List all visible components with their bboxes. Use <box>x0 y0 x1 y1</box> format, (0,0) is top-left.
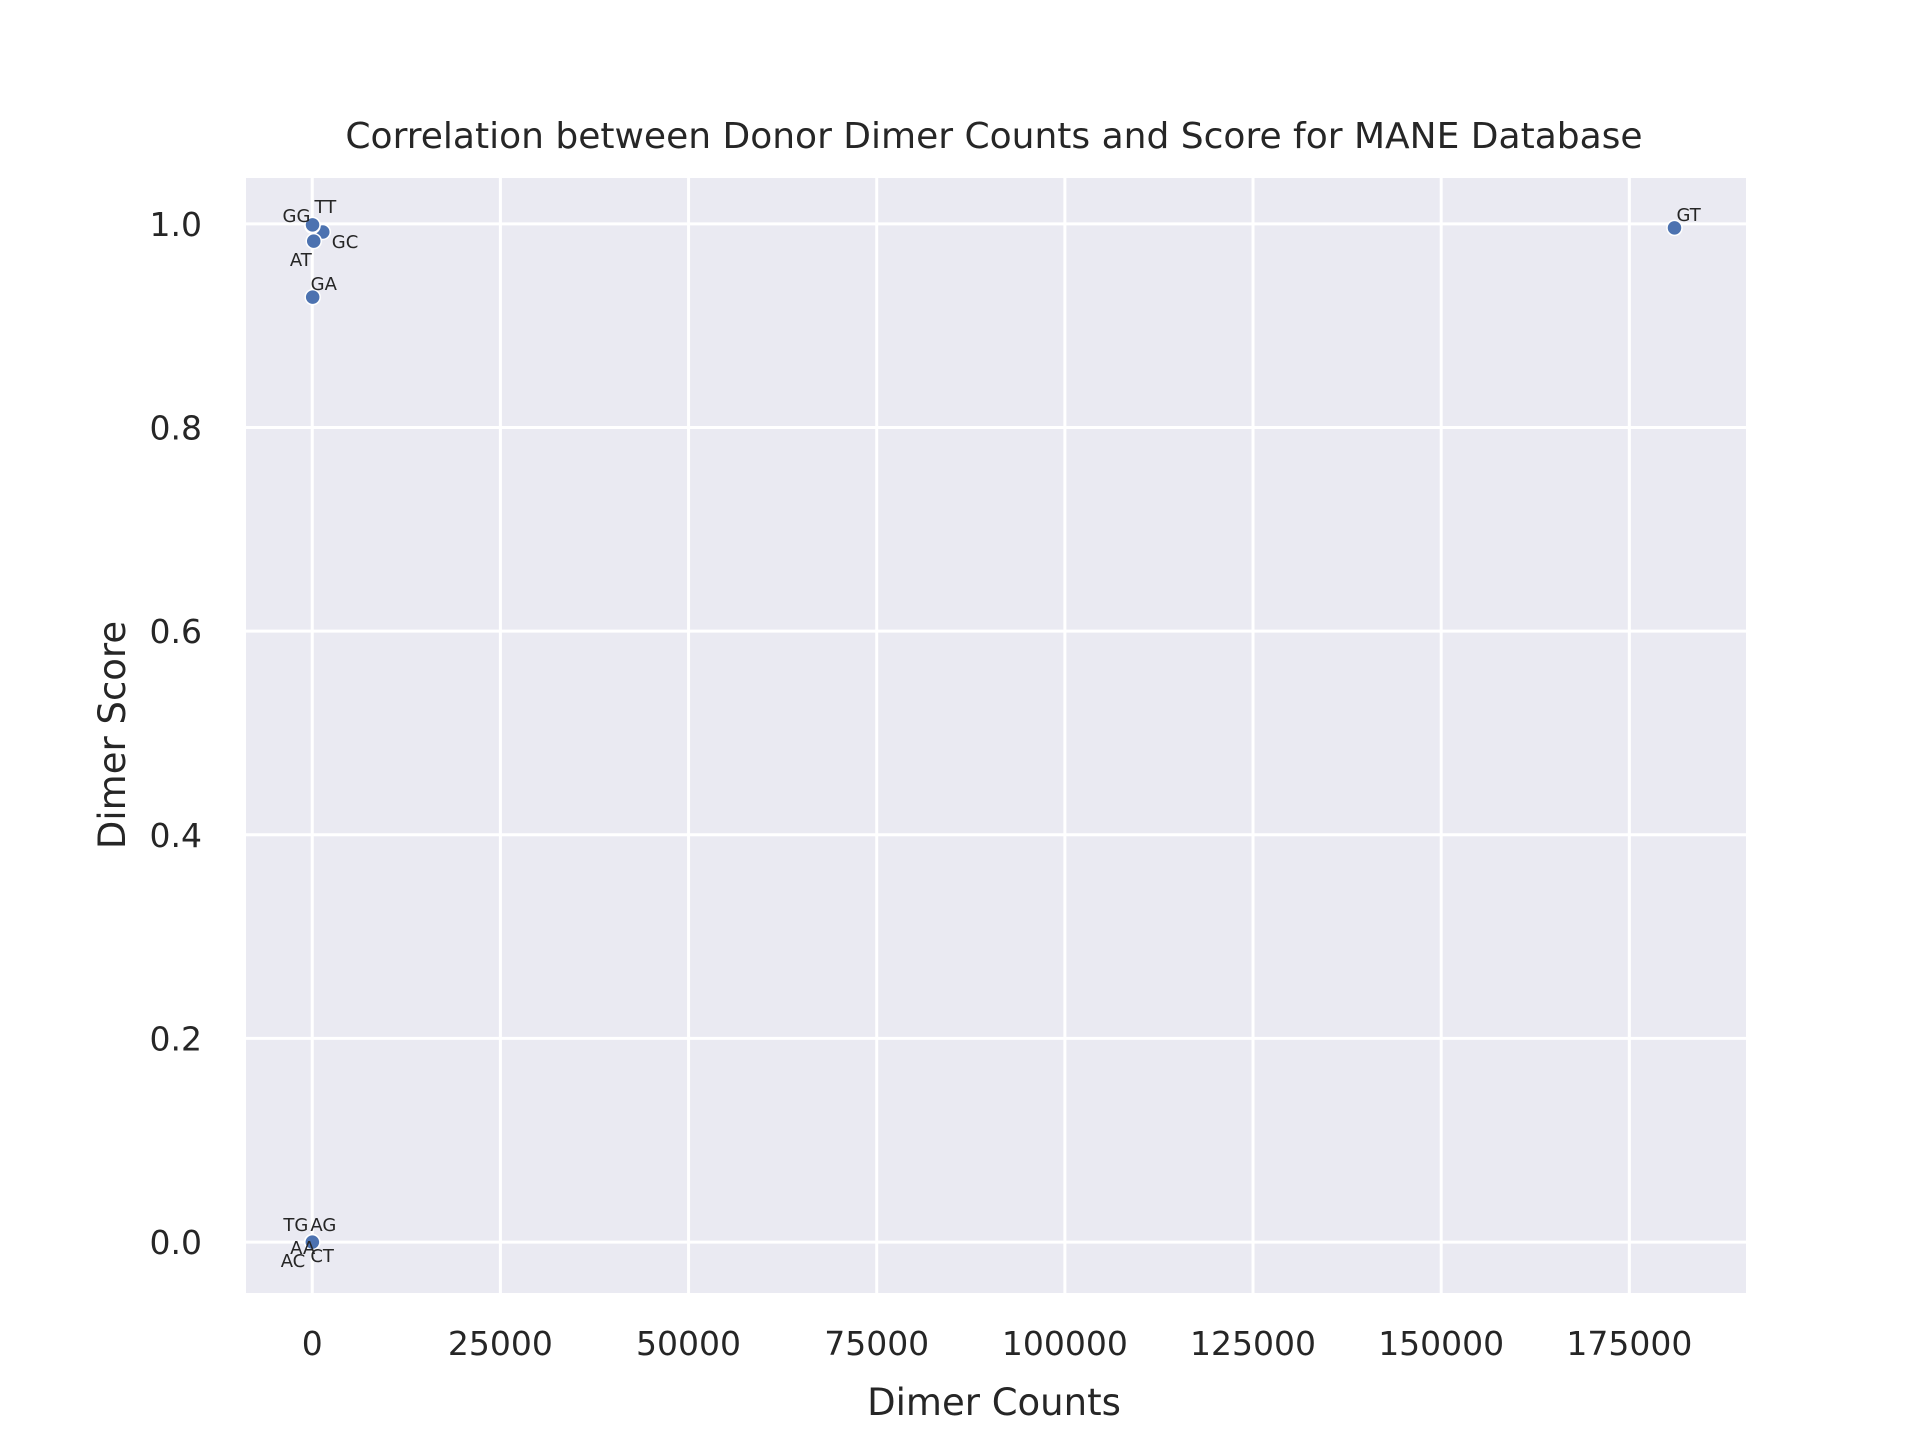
point-label-tg: TG <box>282 1215 308 1236</box>
chart-title: Correlation between Donor Dimer Counts a… <box>345 116 1642 157</box>
x-tick-label: 100000 <box>1002 1324 1128 1363</box>
y-axis-label: Dimer Score <box>91 621 134 849</box>
data-point-tt <box>304 216 321 234</box>
point-label-gg: GG <box>283 206 311 227</box>
point-label-tt: TT <box>314 197 338 218</box>
data-point-at <box>305 232 322 250</box>
point-label-ga: GA <box>311 274 338 295</box>
data-point-ga <box>304 288 321 306</box>
point-label-ac: AC <box>281 1251 306 1272</box>
x-tick-label: 0 <box>302 1324 323 1363</box>
y-tick-label: 0.4 <box>150 816 202 855</box>
x-axis-ticks: 0 25000 50000 75000 100000 125000 150000 175000 <box>302 1324 1693 1363</box>
point-label-gt: GT <box>1676 205 1701 226</box>
x-tick-label: 50000 <box>636 1324 741 1363</box>
x-axis-label: Dimer Counts <box>867 1381 1121 1424</box>
y-tick-label: 0.8 <box>150 408 202 447</box>
point-label-aa: AA <box>290 1238 316 1259</box>
data-point-ct <box>304 1233 321 1251</box>
point-label-ct: CT <box>310 1246 335 1267</box>
x-tick-label: 75000 <box>824 1324 929 1363</box>
x-tick-label: 25000 <box>448 1324 553 1363</box>
data-point-gt <box>1666 219 1683 237</box>
point-label-at: AT <box>290 250 313 271</box>
y-tick-label: 0.0 <box>150 1223 202 1262</box>
y-axis-ticks: 0.0 0.2 0.4 0.6 0.8 1.0 <box>150 205 202 1262</box>
point-label-gc: GC <box>332 232 359 253</box>
y-tick-label: 1.0 <box>150 205 202 244</box>
x-tick-label: 150000 <box>1378 1324 1504 1363</box>
y-tick-label: 0.6 <box>150 612 202 651</box>
point-label-ag: AG <box>310 1215 336 1236</box>
x-tick-label: 125000 <box>1190 1324 1316 1363</box>
data-points <box>304 216 1683 1251</box>
x-tick-label: 175000 <box>1566 1324 1692 1363</box>
y-tick-label: 0.2 <box>150 1019 202 1058</box>
plot-area <box>246 178 1746 1293</box>
gridlines <box>246 178 1746 1293</box>
